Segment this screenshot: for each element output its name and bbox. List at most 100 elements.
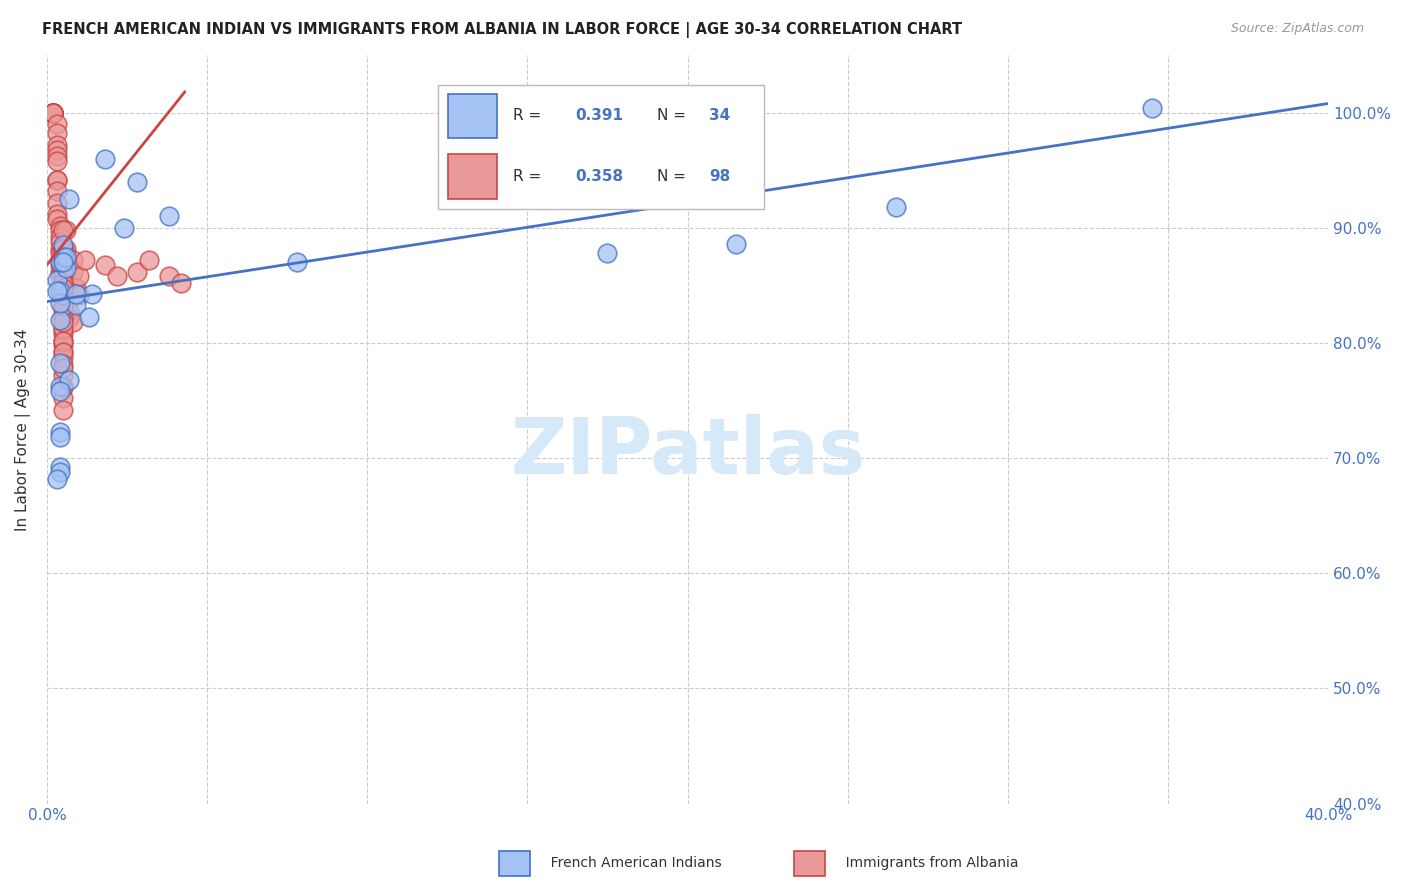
Point [45,184,67,198]
Point [45,273,67,287]
Point [52,223,75,237]
Point [52,281,75,295]
Point [42,105,65,120]
Y-axis label: In Labor Force | Age 30-34: In Labor Force | Age 30-34 [15,328,31,531]
Point [52,334,75,348]
Point [55,250,77,264]
Point [49,258,72,272]
Point [49,223,72,237]
Point [42,105,65,120]
Point [93,258,115,272]
Point [1140,101,1163,115]
Point [55,269,77,284]
Point [42,105,65,120]
Point [42,105,65,120]
Point [52,276,75,290]
Point [52,326,75,341]
Point [80,286,103,301]
Point [52,334,75,348]
Point [45,284,67,298]
Point [49,313,72,327]
Point [49,253,72,268]
Point [49,255,72,269]
Point [58,292,80,306]
Point [49,425,72,439]
Point [55,261,77,276]
Point [45,172,67,186]
Point [67,287,90,301]
Point [52,310,75,325]
Point [49,430,72,444]
Point [58,303,80,318]
Point [52,361,75,376]
Point [52,255,75,269]
Point [55,242,77,256]
Point [49,355,72,369]
Point [52,315,75,329]
Point [42,105,65,120]
Point [45,195,67,210]
Point [52,392,75,406]
Point [52,380,75,394]
Point [45,154,67,169]
Point [52,322,75,336]
Point [596,246,619,260]
Point [125,175,148,189]
Point [45,117,67,131]
Point [52,299,75,313]
Point [58,373,80,387]
Point [49,230,72,244]
Point [52,242,75,256]
Point [52,292,75,306]
Point [42,105,65,120]
Point [45,149,67,163]
Point [52,338,75,352]
Point [49,295,72,310]
Text: ZIPatlas: ZIPatlas [510,414,865,490]
Point [107,269,129,284]
Point [52,287,75,301]
Point [49,284,72,298]
Point [65,281,87,295]
Point [45,472,67,486]
Point [67,269,90,284]
Point [52,299,75,313]
Point [49,235,72,249]
Point [42,105,65,120]
Point [52,246,75,260]
Point [157,269,180,284]
Point [42,105,65,120]
Point [52,238,75,252]
Point [138,253,160,268]
Point [52,322,75,336]
Point [52,242,75,256]
Point [62,253,84,268]
Point [58,310,80,325]
Point [49,378,72,392]
Point [52,402,75,417]
Point [157,210,180,224]
Point [52,310,75,325]
Point [52,253,75,268]
Text: Source: ZipAtlas.com: Source: ZipAtlas.com [1230,22,1364,36]
Point [49,219,72,233]
Point [58,192,80,206]
Point [52,357,75,371]
Point [724,237,747,252]
Point [52,281,75,295]
Point [45,207,67,221]
Point [49,269,72,284]
Point [52,250,75,264]
Point [62,265,84,279]
Point [45,211,67,226]
Point [52,258,75,272]
Point [52,242,75,256]
Point [125,265,148,279]
Point [45,143,67,157]
Point [285,255,308,269]
Point [77,310,100,324]
Point [49,265,72,279]
Point [49,242,72,256]
Point [62,315,84,329]
Point [45,127,67,141]
